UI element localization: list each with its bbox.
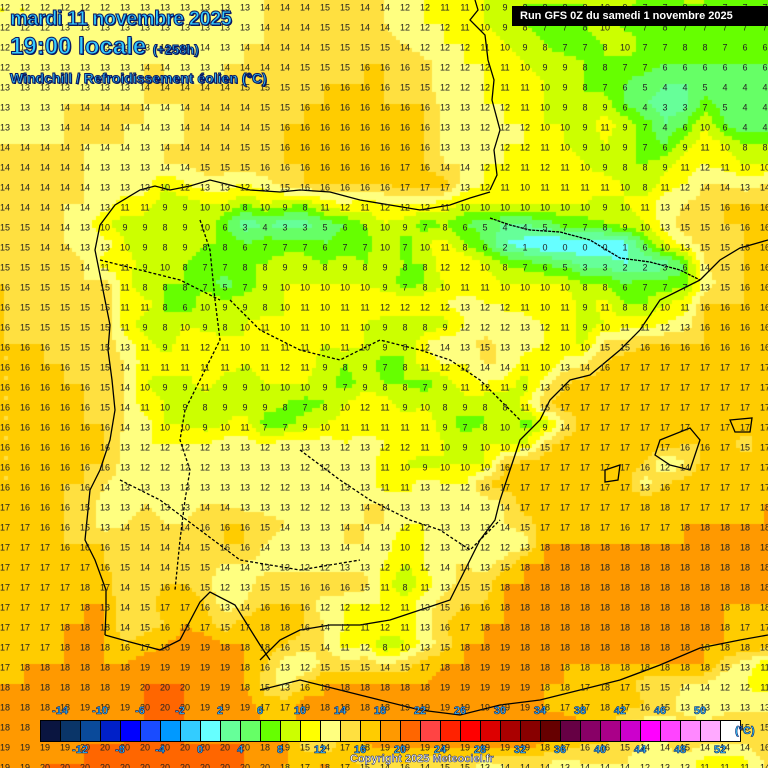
legend-tick-bottom: 16 — [353, 744, 367, 757]
legend-tick-top: 26 — [453, 705, 467, 718]
legend-unit: (°C) — [735, 725, 755, 738]
legend-swatch — [541, 721, 561, 741]
legend-swatch — [641, 721, 661, 741]
legend-swatch — [41, 721, 61, 741]
legend-swatch — [201, 721, 221, 741]
legend-tick-top: 10 — [293, 705, 307, 718]
legend-swatch — [601, 721, 621, 741]
legend-tick-bottom: 36 — [553, 744, 567, 757]
legend-tick-top: 6 — [256, 705, 264, 718]
legend-swatch — [261, 721, 281, 741]
legend-tick-bottom: 20 — [393, 744, 407, 757]
color-scale-legend — [40, 720, 741, 742]
legend-swatch — [681, 721, 701, 741]
legend-swatch — [661, 721, 681, 741]
legend-swatch — [81, 721, 101, 741]
legend-swatch — [461, 721, 481, 741]
legend-swatch — [501, 721, 521, 741]
legend-tick-top: 2 — [216, 705, 224, 718]
legend-swatch — [281, 721, 301, 741]
legend-swatch — [521, 721, 541, 741]
parameter-title: Windchill / Refroidissement éolien (°C) — [10, 70, 268, 87]
forecast-date: mardi 11 novembre 2025 — [9, 8, 232, 31]
legend-swatch — [381, 721, 401, 741]
legend-tick-top: -10 — [92, 705, 109, 718]
legend-swatch — [621, 721, 641, 741]
legend-tick-bottom: 8 — [276, 744, 284, 757]
legend-swatch — [101, 721, 121, 741]
legend-tick-top: 30 — [493, 705, 507, 718]
legend-swatch — [701, 721, 721, 741]
legend-swatch — [721, 721, 740, 741]
legend-tick-top: 22 — [413, 705, 427, 718]
legend-tick-top: 42 — [613, 705, 627, 718]
legend-tick-top: -14 — [52, 705, 69, 718]
legend-tick-top: 38 — [573, 705, 587, 718]
legend-tick-top: -2 — [175, 705, 185, 718]
legend-swatch — [421, 721, 441, 741]
copyright: Copyright 2025 Meteociel.fr — [350, 753, 494, 766]
legend-tick-top: 50 — [693, 705, 707, 718]
legend-swatch — [221, 721, 241, 741]
forecast-local-time: 19:00 locale — [9, 33, 147, 61]
legend-tick-top: 18 — [373, 705, 387, 718]
legend-swatch — [441, 721, 461, 741]
legend-tick-bottom: 32 — [513, 744, 527, 757]
legend-swatch — [561, 721, 581, 741]
legend-swatch — [341, 721, 361, 741]
legend-swatch — [361, 721, 381, 741]
forecast-time: 19:00 locale (+258h) — [9, 33, 199, 61]
legend-swatch — [321, 721, 341, 741]
legend-swatch — [121, 721, 141, 741]
legend-swatch — [161, 721, 181, 741]
legend-tick-bottom: 52 — [713, 744, 727, 757]
lead-time: (+258h) — [152, 42, 199, 58]
legend-tick-bottom: -8 — [115, 744, 125, 757]
legend-tick-top: 46 — [653, 705, 667, 718]
legend-tick-top: -6 — [135, 705, 145, 718]
legend-tick-bottom: 40 — [593, 744, 607, 757]
legend-swatch — [181, 721, 201, 741]
legend-swatch — [401, 721, 421, 741]
legend-tick-bottom: 44 — [633, 744, 647, 757]
run-info-banner: Run GFS 0Z du samedi 1 novembre 2025 — [512, 6, 768, 26]
legend-tick-bottom: 12 — [313, 744, 327, 757]
legend-swatch — [61, 721, 81, 741]
legend-swatch — [581, 721, 601, 741]
legend-tick-bottom: -12 — [72, 744, 89, 757]
legend-swatch — [301, 721, 321, 741]
legend-tick-bottom: 24 — [433, 744, 447, 757]
legend-swatch — [141, 721, 161, 741]
legend-tick-bottom: 4 — [236, 744, 244, 757]
legend-swatch — [241, 721, 261, 741]
legend-tick-bottom: 0 — [196, 744, 204, 757]
legend-tick-bottom: -4 — [155, 744, 165, 757]
legend-tick-bottom: 48 — [673, 744, 687, 757]
legend-swatch — [481, 721, 501, 741]
legend-tick-top: 34 — [533, 705, 547, 718]
legend-tick-bottom: 28 — [473, 744, 487, 757]
legend-tick-top: 14 — [333, 705, 347, 718]
